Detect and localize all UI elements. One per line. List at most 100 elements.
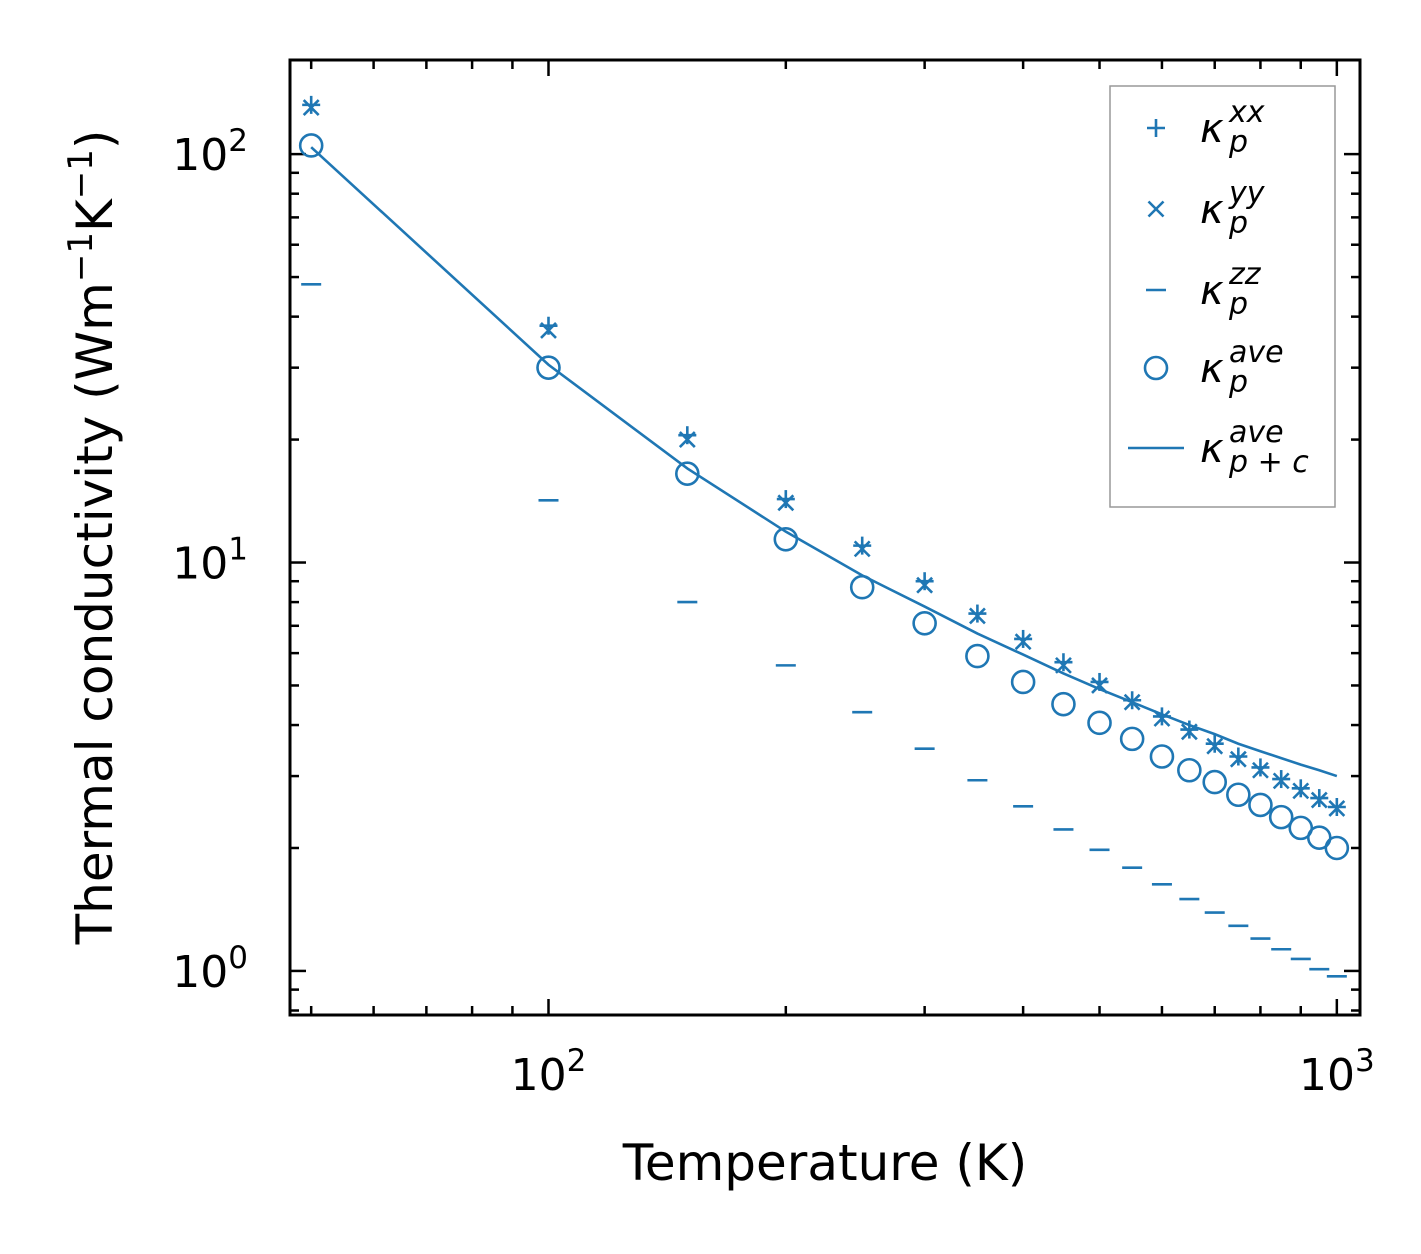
x-tick-label: 103 <box>1299 1043 1375 1101</box>
legend-marker-x <box>1147 200 1165 218</box>
legend: κ xx p κ yy p κ zz p κ ave p κ ave p + c <box>1109 85 1336 508</box>
axis-ticks <box>290 60 1360 1015</box>
legend-entry: κ yy p <box>1147 176 1266 241</box>
legend-box <box>1109 85 1336 508</box>
data-point-x-b <box>777 494 795 512</box>
data-point-x <box>1310 791 1328 809</box>
data-point-plus <box>302 95 321 114</box>
data-point-x <box>1229 750 1247 768</box>
series-hline <box>301 283 1347 978</box>
legend-marker-x-b <box>1147 200 1165 218</box>
y-axis-label-exp1: −1 <box>61 232 101 282</box>
data-point-plus <box>678 426 697 445</box>
legend-marker-circle <box>1143 355 1169 381</box>
data-point-x <box>853 540 871 558</box>
data-point-x-b <box>916 576 934 594</box>
data-point-x <box>1252 761 1269 779</box>
legend-label: κ ave p <box>1200 335 1284 400</box>
data-point-plus <box>776 490 795 509</box>
data-point-circle <box>536 355 561 380</box>
data-point-circle <box>1087 710 1112 736</box>
data-point-x <box>916 576 934 594</box>
data-point-plus <box>853 536 872 555</box>
y-axis-label: Thermal conductivity (Wm−1K−1) <box>61 130 124 946</box>
y-tick-label: 100 <box>172 940 248 998</box>
data-point-x-b <box>1328 799 1346 817</box>
legend-entry: κ ave p <box>1143 335 1284 400</box>
y-axis-label-exp2: −1 <box>61 149 101 199</box>
y-axis-label-base: Thermal conductivity (Wm <box>66 282 124 945</box>
data-point-x-b <box>1292 782 1310 800</box>
data-point-x <box>678 431 696 449</box>
data-point-circle <box>1324 835 1350 861</box>
data-point-x <box>968 607 986 625</box>
data-point-x-b <box>1206 737 1224 755</box>
data-point-plus <box>1229 747 1248 766</box>
data-point-plus <box>1291 779 1310 798</box>
data-point-x <box>1328 799 1346 817</box>
data-point-x-b <box>1272 772 1290 790</box>
x-axis-label: Temperature (K) <box>622 1134 1027 1192</box>
data-series <box>298 95 1350 978</box>
data-point-circle <box>1149 744 1175 769</box>
data-point-x-b <box>853 540 871 558</box>
legend-entry: κ xx p <box>1147 95 1265 160</box>
data-point-x <box>1292 782 1310 800</box>
data-point-circle <box>1010 669 1036 695</box>
data-point-circle <box>1202 769 1228 795</box>
data-point-x-b <box>678 431 696 449</box>
data-point-circle <box>912 610 937 636</box>
data-point-circle <box>675 461 700 487</box>
series-x <box>302 99 1346 817</box>
data-point-x <box>1014 633 1032 651</box>
series-line <box>310 146 1338 778</box>
data-point-x-b <box>1091 677 1108 694</box>
legend-entry: κ ave p + c <box>1128 415 1309 480</box>
data-point-x-b <box>1252 761 1269 779</box>
legend-label: κ zz p <box>1200 257 1262 322</box>
legend-label: κ yy p <box>1200 176 1266 241</box>
data-point-plus <box>915 572 934 591</box>
plot-frame <box>288 58 1362 1017</box>
data-point-x-b <box>1153 710 1171 727</box>
data-point-x <box>302 99 320 117</box>
data-point-plus <box>1205 734 1224 753</box>
data-point-x-b <box>968 607 986 625</box>
data-point-circle <box>1051 691 1076 717</box>
x-tick-label: 102 <box>511 1043 587 1101</box>
legend-label: κ ave p + c <box>1200 415 1309 480</box>
data-point-plus <box>1251 758 1270 777</box>
data-point-plus <box>1180 720 1199 739</box>
data-point-circle <box>1226 782 1251 808</box>
plot-area: 102 103 100 101 102 <box>172 58 1375 1101</box>
y-tick-label: 101 <box>172 532 248 590</box>
legend-marker-plus <box>1147 119 1165 137</box>
axis-tick-labels: 102 103 100 101 102 <box>172 123 1374 1101</box>
y-axis-label-mid: K <box>66 198 124 232</box>
legend-entry: κ zz p <box>1146 257 1262 322</box>
data-point-x <box>1272 772 1290 790</box>
data-point-x-b <box>1014 633 1032 651</box>
legend-label: κ xx p <box>1200 95 1265 160</box>
data-point-plus <box>968 604 987 623</box>
data-point-plus <box>1014 629 1033 648</box>
data-point-circle <box>1288 815 1314 841</box>
data-point-circle <box>1119 726 1145 752</box>
data-point-circle <box>1177 757 1202 783</box>
data-point-x-b <box>1229 750 1247 768</box>
data-point-x <box>540 322 557 339</box>
y-tick-label: 102 <box>172 123 248 181</box>
data-point-circle <box>1268 804 1294 830</box>
y-axis-label-end: ) <box>66 130 124 150</box>
data-point-x <box>777 494 795 512</box>
data-point-plus <box>1310 789 1329 808</box>
series-circle <box>298 133 1350 861</box>
data-point-x-b <box>540 322 557 339</box>
data-point-x-b <box>1310 791 1328 809</box>
data-point-plus <box>1054 653 1073 672</box>
data-point-circle <box>1248 792 1273 818</box>
data-point-x <box>1206 737 1224 755</box>
data-point-circle <box>298 133 324 158</box>
data-point-x-b <box>302 99 320 117</box>
